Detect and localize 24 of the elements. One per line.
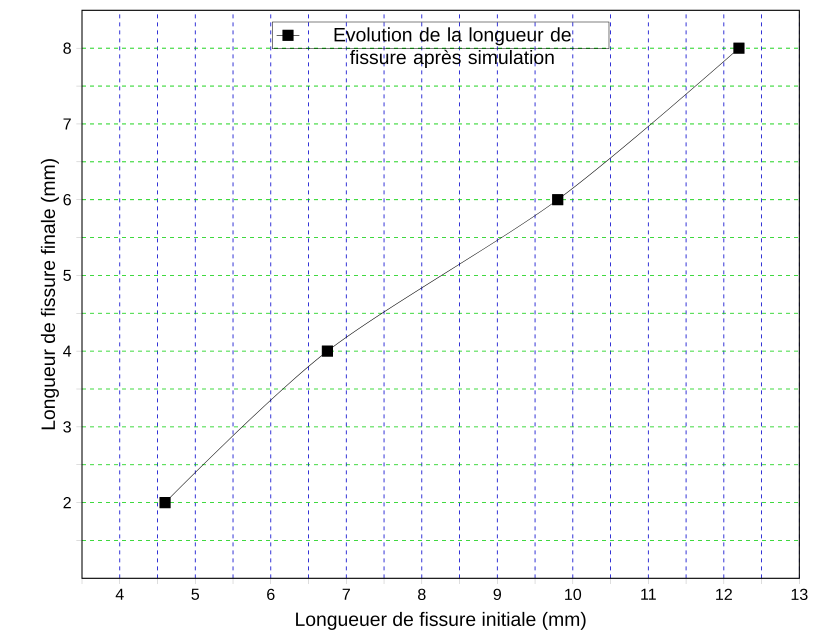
x-tick-label: 10 [565,588,582,600]
x-tick-label: 12 [716,588,732,600]
x-tick-label: 6 [267,588,275,600]
y-tick-label: 6 [64,194,71,206]
point [733,42,745,54]
y-tick-label: 3 [63,421,71,433]
x-axis-title: Longueuer de fissure initiale (mm) [296,612,586,630]
x-tick-label: 13 [792,588,808,600]
x-tick-label: 4 [116,588,124,600]
legend-label: Evolution de la longueur de fissure après simulation [334,27,571,68]
x-tick-label: 9 [494,588,501,600]
x-tick-label: 11 [641,588,656,600]
point [552,194,564,206]
x-tick-label: 8 [418,588,426,600]
y-tick-label: 8 [63,42,71,54]
x-tick-label: 7 [342,588,350,600]
y-tick-label: 2 [64,497,71,508]
point [322,346,334,357]
x-tick-label: 5 [191,588,200,600]
y-axis-title: Longueur de fissure finale (mm) [40,159,59,430]
y-tick-label: 7 [64,118,71,130]
y-tick-label: 4 [63,346,72,357]
y-tick-label: 5 [63,270,71,281]
point [159,497,171,508]
